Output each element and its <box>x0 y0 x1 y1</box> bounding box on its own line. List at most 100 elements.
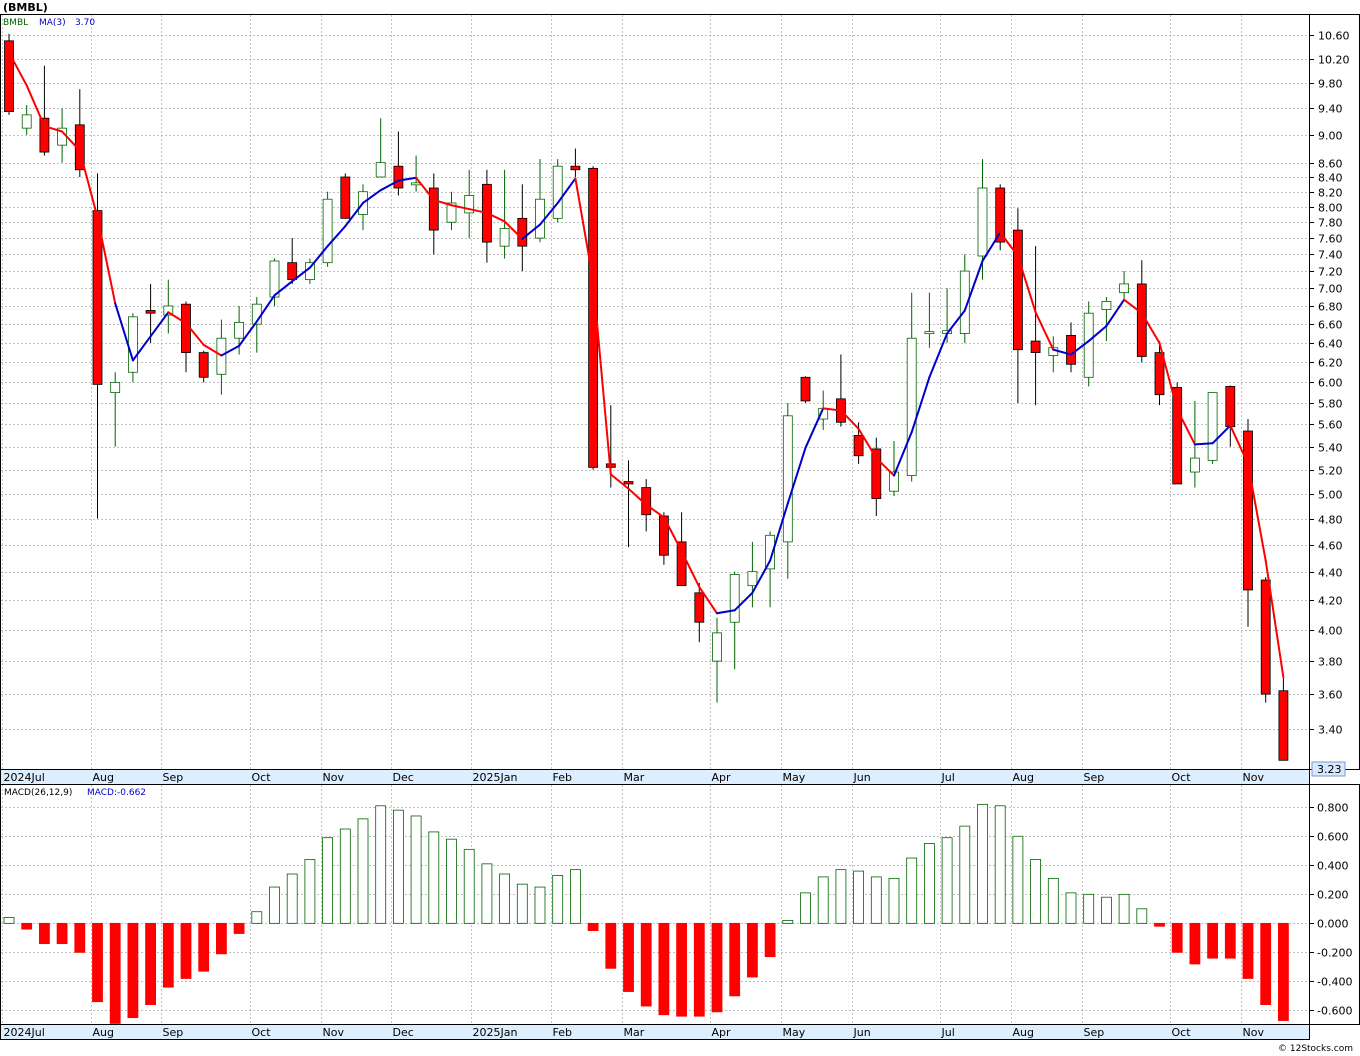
ma-segment <box>592 279 612 476</box>
ma-segment <box>910 376 931 434</box>
candle-down <box>871 448 882 499</box>
ma-segment <box>291 266 311 283</box>
macd-bar-negative <box>109 922 121 1024</box>
price-y-tick-label: 6.40 <box>1318 338 1343 351</box>
macd-y-tick-label: -0.400 <box>1317 976 1352 989</box>
candle-down <box>588 167 598 468</box>
ma-segment <box>167 311 187 325</box>
ma-segment <box>61 130 81 152</box>
ma-segment <box>1264 559 1285 679</box>
ma-segment <box>1105 298 1126 328</box>
candle-down <box>694 592 705 623</box>
macd-bar-negative <box>1154 922 1165 927</box>
ma-segment <box>981 231 1002 262</box>
macd-x-tick-label: Jul <box>941 1026 955 1039</box>
macd-bar-positive <box>835 869 847 924</box>
macd-bar-positive <box>800 892 811 924</box>
macd-axis-panel <box>1309 784 1360 1025</box>
ma-segment <box>1211 424 1232 445</box>
candle-up <box>924 331 935 335</box>
macd-bar-positive <box>534 886 546 924</box>
candle-up <box>21 114 32 129</box>
macd-bar-positive <box>3 917 15 924</box>
candle-down <box>676 541 687 587</box>
ma-segment <box>1158 341 1179 411</box>
price-x-tick-label: 2025Jan <box>473 771 518 784</box>
price-y-tick-label: 7.00 <box>1318 283 1343 296</box>
macd-bar-positive <box>924 843 935 924</box>
macd-y-tick-label: -0.200 <box>1317 947 1352 960</box>
ma-segment <box>485 211 506 223</box>
macd-bar-positive <box>269 886 280 924</box>
ma-segment <box>698 586 718 615</box>
candle-up <box>446 202 457 223</box>
macd-bar-positive <box>428 831 440 924</box>
candle-up <box>163 305 174 316</box>
macd-bar-positive <box>888 877 900 924</box>
price-x-axis: 2024Jul Aug Sep Oct Nov Dec 2025Jan Feb Mar Apr Ma… <box>4 771 1265 784</box>
ma-segment <box>928 332 949 379</box>
ma-segment <box>963 259 984 312</box>
price-x-tick-label: Aug <box>1013 771 1034 784</box>
macd-bar-negative <box>1224 922 1236 959</box>
macd-bar-positive <box>817 876 829 924</box>
macd-bar-negative <box>711 922 723 1013</box>
candle-down <box>1030 340 1041 353</box>
macd-bar-positive <box>906 857 918 924</box>
ma-segment <box>804 407 825 449</box>
price-y-tick-label: 9.00 <box>1318 130 1343 143</box>
price-x-tick-label: Aug <box>93 771 114 784</box>
macd-bar-positive <box>410 815 422 924</box>
candle-up <box>234 321 245 339</box>
ma-segment <box>1034 311 1055 351</box>
macd-bar-negative <box>1242 922 1254 979</box>
candle-down <box>74 124 85 171</box>
macd-x-tick-label: Oct <box>252 1026 272 1039</box>
legend-ma-label: MA(3) <box>39 18 66 28</box>
macd-bar-positive <box>1136 908 1148 924</box>
macd-bar-positive <box>1065 892 1077 924</box>
macd-bar-positive <box>304 859 316 924</box>
ma-segment <box>751 559 772 594</box>
ma-segment <box>397 176 418 182</box>
macd-bar-positive <box>392 809 404 924</box>
ma-segment <box>786 446 807 505</box>
ma-segment <box>308 245 329 269</box>
ma-segment <box>1016 255 1037 314</box>
macd-x-tick-label: Dec <box>393 1026 414 1039</box>
legend-symbol: BMBL <box>3 18 28 28</box>
candle-down <box>92 210 103 385</box>
macd-bar-positive <box>977 803 988 924</box>
macd-y-tick-label: -0.600 <box>1317 1005 1352 1018</box>
macd-x-axis: 2024Jul Aug Sep Oct Nov Dec 2025Jan Feb Mar Apr Ma… <box>4 1026 1265 1039</box>
candle-up <box>729 574 740 623</box>
macd-y-tick-label: 0.200 <box>1317 889 1349 902</box>
price-x-tick-label: Sep <box>1084 771 1105 784</box>
macd-bar-negative <box>56 922 68 945</box>
price-x-tick-label: Oct <box>252 771 272 784</box>
candle-up <box>765 534 775 570</box>
macd-x-axis-band <box>0 1024 1310 1040</box>
candle-down <box>198 352 209 378</box>
candle-down <box>800 376 811 402</box>
macd-bar-positive <box>322 837 334 924</box>
ma-segment <box>680 550 701 589</box>
price-y-tick-label: 10.60 <box>1318 30 1350 43</box>
price-y-tick-label: 9.40 <box>1318 103 1343 116</box>
price-y-tick-label: 5.40 <box>1318 442 1343 455</box>
candle-down <box>39 117 50 153</box>
ma-segment <box>432 198 453 207</box>
ma-segment <box>662 516 683 553</box>
macd-bar-negative <box>658 922 670 1016</box>
macd-bar-negative <box>729 922 741 997</box>
price-x-axis-band <box>0 769 1310 785</box>
price-y-tick-label: 9.80 <box>1318 78 1343 91</box>
ma-segment <box>769 502 789 562</box>
ma-segment <box>857 427 878 460</box>
macd-bar-negative <box>693 922 705 1017</box>
macd-panel <box>0 784 1310 1025</box>
price-y-tick-label: 8.40 <box>1318 172 1343 185</box>
macd-bar-negative <box>92 922 103 1003</box>
price-y-tick-label: 5.60 <box>1318 419 1343 432</box>
